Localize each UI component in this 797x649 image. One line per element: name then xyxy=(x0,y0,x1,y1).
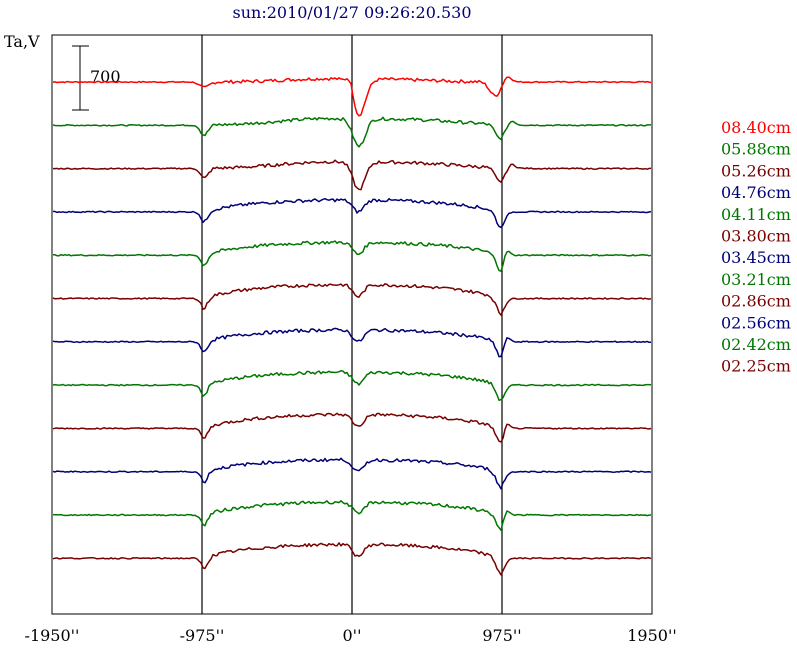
x-tick-label: 975'' xyxy=(482,626,521,645)
series-line xyxy=(52,500,652,531)
legend-entry: 04.76cm xyxy=(721,183,791,202)
series-line xyxy=(52,370,652,402)
series-line xyxy=(53,240,652,272)
x-tick-label: -1950'' xyxy=(25,626,80,645)
x-tick-labels: -1950'' -975'' 0'' 975'' 1950'' xyxy=(25,626,677,645)
series-line xyxy=(52,327,652,358)
legend-entry: 08.40cm xyxy=(721,118,791,137)
series-line xyxy=(52,116,651,148)
x-tick-label: 1950'' xyxy=(627,626,677,645)
series-line xyxy=(52,76,652,117)
series-line xyxy=(52,283,652,316)
legend-entry: 02.42cm xyxy=(721,335,791,354)
legend-entry: 02.86cm xyxy=(721,292,791,311)
series-lines xyxy=(52,76,652,576)
legend: 08.40cm 05.88cm 05.26cm 04.76cm 04.11cm 03.80… xyxy=(721,118,791,376)
legend-entry: 03.21cm xyxy=(721,270,791,289)
x-tick-label: 0'' xyxy=(343,626,362,645)
series-line xyxy=(52,412,652,443)
legend-entry: 03.80cm xyxy=(721,227,791,246)
series-line xyxy=(52,457,652,490)
legend-entry: 03.45cm xyxy=(721,248,791,267)
legend-entry: 05.88cm xyxy=(721,140,791,159)
legend-entry: 05.26cm xyxy=(721,161,791,180)
series-line xyxy=(53,159,652,191)
chart-title: sun:2010/01/27 09:26:20.530 xyxy=(233,3,472,22)
x-tick-label: -975'' xyxy=(180,626,225,645)
series-line xyxy=(52,197,652,229)
series-line xyxy=(52,542,652,576)
legend-entry: 02.25cm xyxy=(721,357,791,376)
scale-bar: 700 xyxy=(72,45,121,111)
legend-entry: 04.11cm xyxy=(721,205,791,224)
y-axis-label: Ta,V xyxy=(4,32,40,51)
legend-entry: 02.56cm xyxy=(721,313,791,332)
